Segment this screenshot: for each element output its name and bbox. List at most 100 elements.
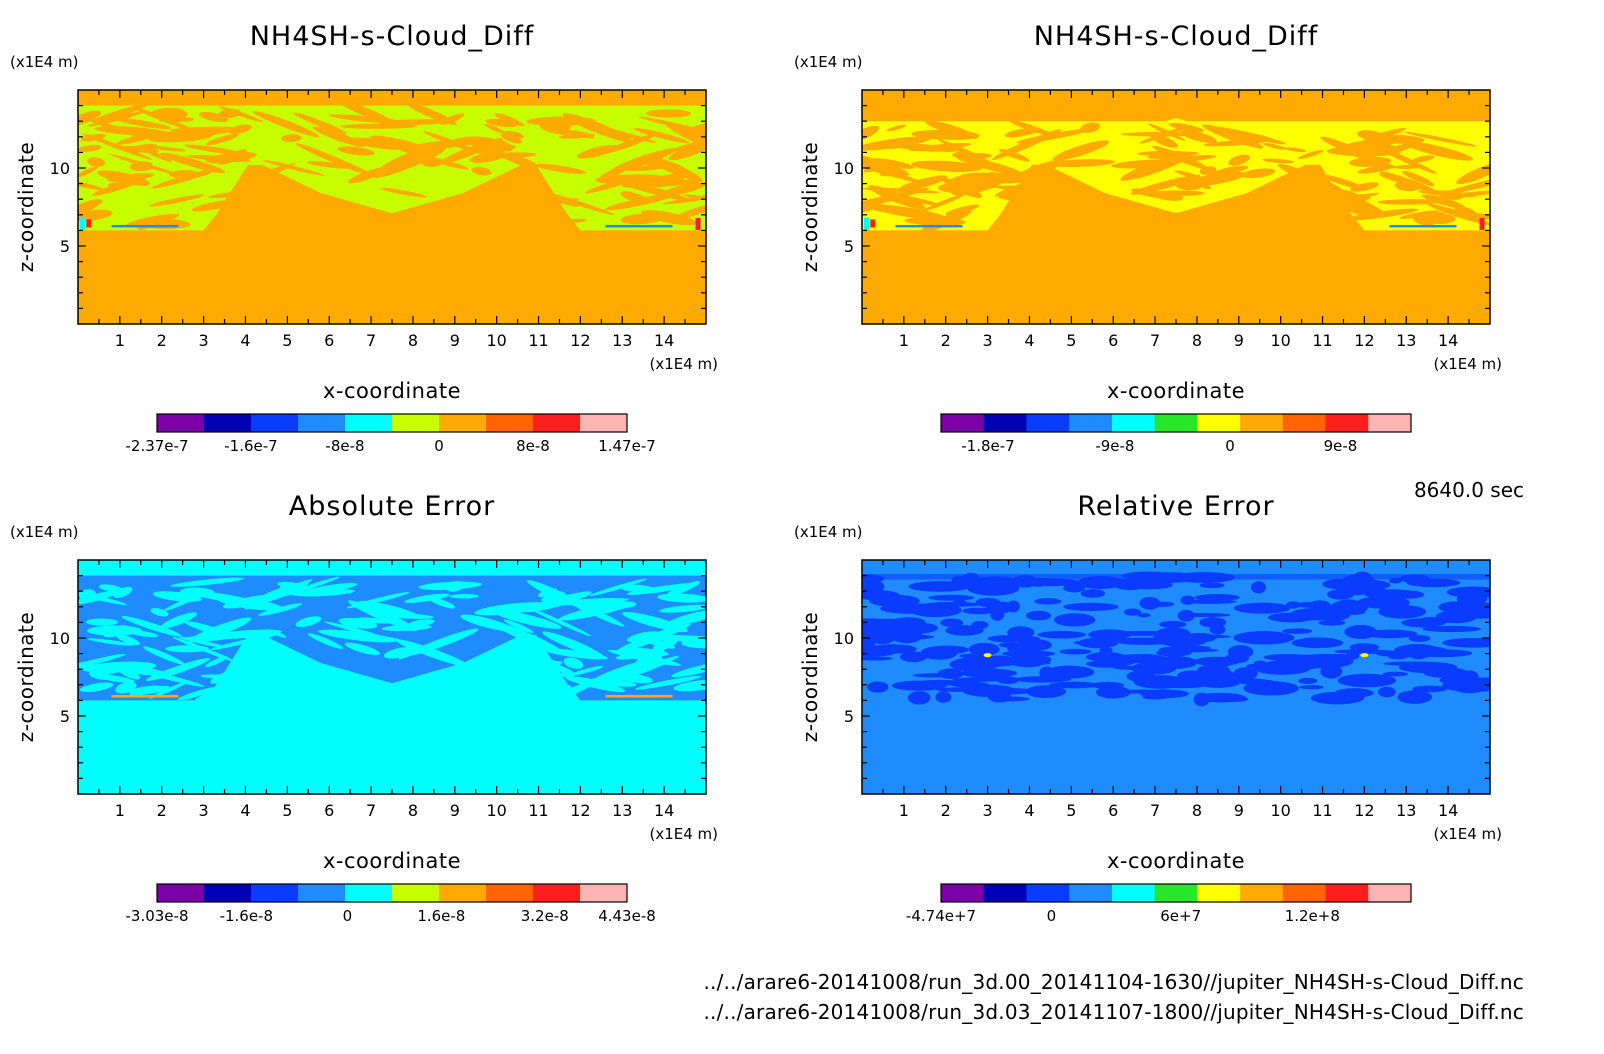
pattern-blob — [899, 651, 928, 663]
cloud-texture — [500, 649, 574, 674]
colorbar-swatch — [298, 414, 346, 432]
colorbar-swatch — [1197, 414, 1241, 432]
pattern-blob — [1401, 618, 1446, 628]
colorbar-swatch — [157, 414, 205, 432]
pattern-blob — [1049, 681, 1100, 689]
cloud-texture — [616, 623, 691, 653]
x-tick-label: 14 — [1438, 801, 1458, 820]
cloud-texture — [955, 155, 1024, 176]
cloud-texture — [78, 590, 121, 605]
pattern-blob — [1020, 578, 1081, 587]
cloud-texture — [862, 195, 898, 208]
pattern-blob — [862, 656, 894, 661]
feature-edge — [1479, 217, 1485, 230]
cloud-texture — [1111, 159, 1181, 169]
plot-pattern — [862, 571, 1490, 707]
x-tick-label: 1 — [899, 801, 909, 820]
pattern-blob — [1333, 649, 1393, 654]
pattern-blob — [1298, 677, 1318, 684]
cloud-texture — [165, 645, 210, 653]
chart-title: Absolute Error — [289, 491, 495, 522]
pattern-blob — [1130, 662, 1177, 675]
pattern-blob — [1383, 661, 1440, 666]
cloud-texture — [239, 164, 289, 184]
colorbar-swatch — [392, 414, 440, 432]
cloud-texture — [208, 188, 283, 198]
cloud-texture — [485, 118, 518, 128]
y-tick-label: 5 — [844, 707, 854, 726]
cloud-texture — [558, 601, 635, 621]
cloud-texture — [563, 657, 584, 669]
x-tick-label: 13 — [1396, 331, 1416, 350]
x-tick-label: 10 — [1270, 331, 1290, 350]
cloud-texture — [81, 133, 153, 160]
pattern-blob — [1238, 679, 1277, 685]
colorbar-swatch — [1026, 414, 1070, 432]
cloud-texture — [1214, 165, 1249, 175]
colorbar-label: -4.74e+7 — [906, 907, 976, 925]
x-tick-label: 3 — [199, 331, 209, 350]
pattern-blob — [1335, 599, 1362, 609]
cloud-texture — [78, 199, 102, 221]
pattern-blob — [1318, 619, 1346, 626]
cloud-texture — [564, 675, 626, 693]
cloud-texture — [871, 158, 915, 169]
colorbar-swatch — [1026, 884, 1070, 902]
cloud-texture — [98, 584, 123, 592]
cloud-texture — [994, 176, 1051, 197]
colorbar-swatch — [1282, 414, 1327, 432]
x-tick-label: 5 — [282, 331, 292, 350]
cloud-texture — [222, 594, 276, 609]
pattern-blob — [1285, 601, 1301, 609]
colorbar-swatch — [580, 884, 628, 902]
cloud-texture — [262, 159, 325, 176]
x-axis-label: x-coordinate — [1107, 379, 1245, 403]
colorbar-label: 0 — [1047, 907, 1057, 925]
x-tick-label: 10 — [486, 801, 506, 820]
cloud-texture — [281, 134, 302, 143]
colorbar-swatch — [204, 884, 252, 902]
cloud-texture — [1049, 159, 1115, 167]
cloud-texture — [113, 586, 133, 598]
pattern-blob — [1408, 635, 1431, 642]
pattern-blob — [967, 581, 1020, 596]
colorbar-swatch — [298, 884, 346, 902]
cloud-texture — [682, 194, 706, 202]
cloud-texture — [1357, 130, 1385, 141]
cloud-texture — [550, 598, 630, 606]
colorbar-swatch — [983, 884, 1027, 902]
cloud-texture — [884, 138, 909, 149]
pattern-blob — [998, 642, 1026, 648]
colorbar-label: -1.8e-7 — [961, 437, 1014, 455]
cloud-texture — [160, 612, 198, 629]
pattern-blob — [1199, 617, 1227, 628]
cloud-texture — [87, 638, 134, 646]
cloud-texture — [635, 156, 686, 172]
cloud-texture — [405, 102, 457, 126]
cloud-texture — [1349, 156, 1392, 167]
cloud-texture — [1052, 140, 1110, 161]
cloud-texture — [862, 125, 880, 142]
cloud-texture — [347, 166, 388, 184]
colorbar-swatch — [533, 884, 581, 902]
cloud-texture — [550, 684, 572, 692]
colorbar-swatch — [1368, 884, 1412, 902]
colorbar-swatch — [204, 414, 252, 432]
feature-mark — [1360, 653, 1369, 658]
cloud-texture — [1080, 122, 1101, 133]
cloud-texture — [102, 666, 155, 675]
colorbar-label: 1.2e+8 — [1285, 907, 1340, 925]
x-axis-label: x-coordinate — [323, 849, 461, 873]
pattern-blob — [1251, 581, 1267, 594]
colorbar-label: 6e+7 — [1160, 907, 1201, 925]
cloud-texture — [672, 199, 706, 220]
cloud-texture — [421, 158, 442, 168]
cloud-texture — [538, 588, 557, 598]
cloud-texture — [128, 685, 168, 695]
cloud-texture — [469, 151, 506, 163]
pattern-blob — [862, 626, 894, 640]
cloud-texture — [339, 123, 418, 129]
pattern-blob — [968, 642, 1000, 656]
y-tick-label: 10 — [50, 159, 70, 178]
cloud-texture — [324, 621, 387, 639]
